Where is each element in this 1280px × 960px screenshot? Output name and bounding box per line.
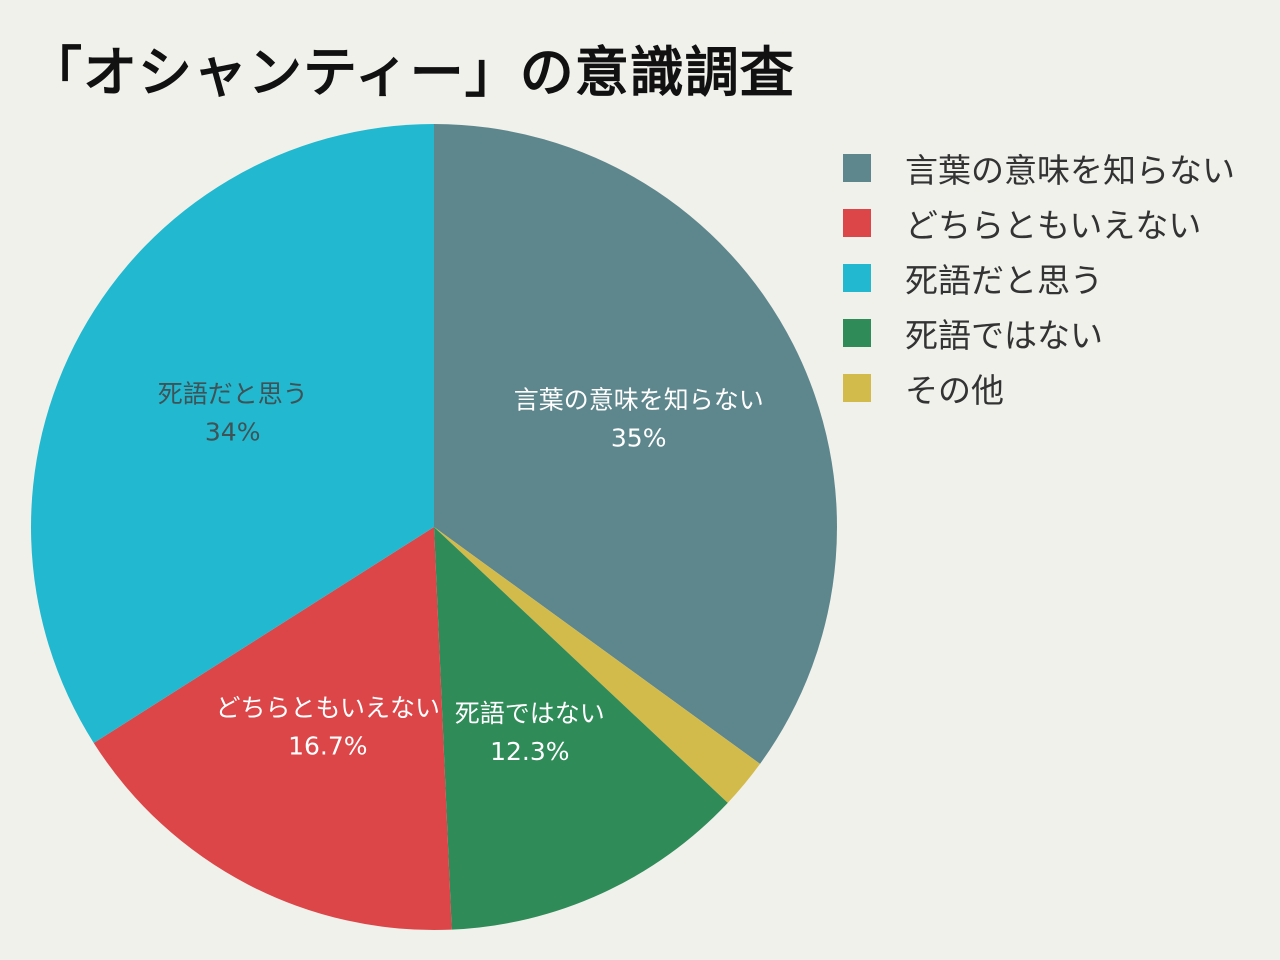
- pie-slice: [93, 527, 452, 930]
- slice-value-label: 34%: [205, 417, 261, 446]
- legend-label: 言葉の意味を知らない: [905, 150, 1235, 190]
- slice-label: どちらともいえない: [216, 694, 441, 723]
- legend-swatch: [843, 263, 871, 292]
- pie-slice: [434, 527, 761, 803]
- slice-labels: 言葉の意味を知らない 35% 死語ではない 12.3% どちらともいえない 16.7% 死語…: [158, 379, 764, 766]
- legend-label: 死語だと思う: [905, 260, 1103, 300]
- slice-value-label: 35%: [611, 424, 667, 453]
- legend-swatch: [843, 318, 871, 347]
- legend: 言葉の意味を知らない どちらともいえない 死語だと思う 死語ではない その他: [843, 140, 1235, 415]
- legend-item: その他: [843, 360, 1235, 415]
- legend-label: その他: [905, 370, 1004, 410]
- legend-swatch: [843, 208, 871, 237]
- chart-title: 「オシャンティー」の意識調査: [28, 41, 795, 104]
- pie-slice: [434, 124, 837, 764]
- legend-item: 死語だと思う: [843, 250, 1235, 305]
- slice-value-label: 12.3%: [490, 737, 569, 766]
- legend-label: どちらともいえない: [905, 205, 1202, 245]
- pie-slice: [31, 124, 435, 743]
- pie-slice: [434, 527, 728, 930]
- legend-swatch: [843, 373, 871, 402]
- slice-value-label: 16.7%: [288, 732, 367, 761]
- legend-item: 死語ではない: [843, 305, 1235, 360]
- slice-label: 言葉の意味を知らない: [514, 386, 764, 415]
- legend-label: 死語ではない: [905, 315, 1103, 355]
- legend-item: どちらともいえない: [843, 195, 1235, 250]
- legend-swatch: [843, 153, 871, 182]
- slice-label: 死語ではない: [455, 699, 605, 728]
- legend-item: 言葉の意味を知らない: [843, 140, 1235, 195]
- slice-label: 死語だと思う: [158, 379, 308, 408]
